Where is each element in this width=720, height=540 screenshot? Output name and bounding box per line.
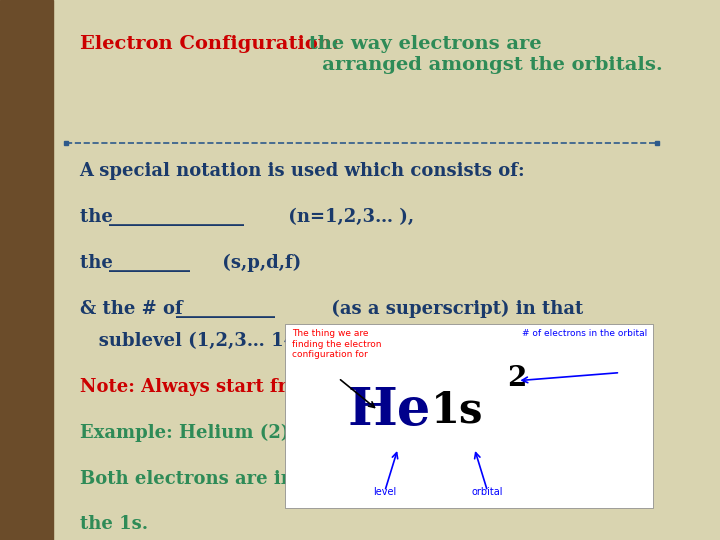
- Text: He: He: [348, 385, 431, 436]
- Text: Note: Always start from the lowest level.: Note: Always start from the lowest level…: [80, 378, 487, 396]
- FancyBboxPatch shape: [285, 324, 654, 508]
- Text: the 1s.: the 1s.: [80, 515, 148, 534]
- Text: the: the: [80, 254, 119, 272]
- Text: 1s: 1s: [431, 389, 484, 431]
- Text: (as a superscript) in that: (as a superscript) in that: [325, 300, 583, 318]
- Text: # of electrons in the orbital: # of electrons in the orbital: [521, 329, 647, 339]
- Text: _______________: _______________: [109, 208, 245, 226]
- Text: (s,p,d,f): (s,p,d,f): [215, 254, 301, 272]
- Text: sublevel (1,2,3… 14).: sublevel (1,2,3… 14).: [80, 332, 310, 350]
- Text: Both electrons are in: Both electrons are in: [80, 470, 294, 488]
- Text: level: level: [373, 487, 397, 497]
- Text: orbital: orbital: [472, 487, 503, 497]
- Text: _________: _________: [109, 254, 191, 272]
- Bar: [0, 0, 53, 540]
- Text: (n=1,2,3… ),: (n=1,2,3… ),: [282, 208, 414, 226]
- Text: Example: Helium (2): Example: Helium (2): [80, 423, 289, 442]
- Text: 2: 2: [508, 364, 527, 391]
- Text: the: the: [80, 208, 119, 226]
- Text: The thing we are
finding the electron
configuration for: The thing we are finding the electron co…: [292, 329, 382, 359]
- Text: Electron Configuration:: Electron Configuration:: [80, 35, 338, 53]
- Text: the way electrons are
   arranged amongst the orbitals.: the way electrons are arranged amongst t…: [302, 35, 662, 74]
- Text: & the # of: & the # of: [80, 300, 189, 318]
- Text: ___________: ___________: [176, 300, 275, 318]
- Text: A special notation is used which consists of:: A special notation is used which consist…: [80, 162, 525, 180]
